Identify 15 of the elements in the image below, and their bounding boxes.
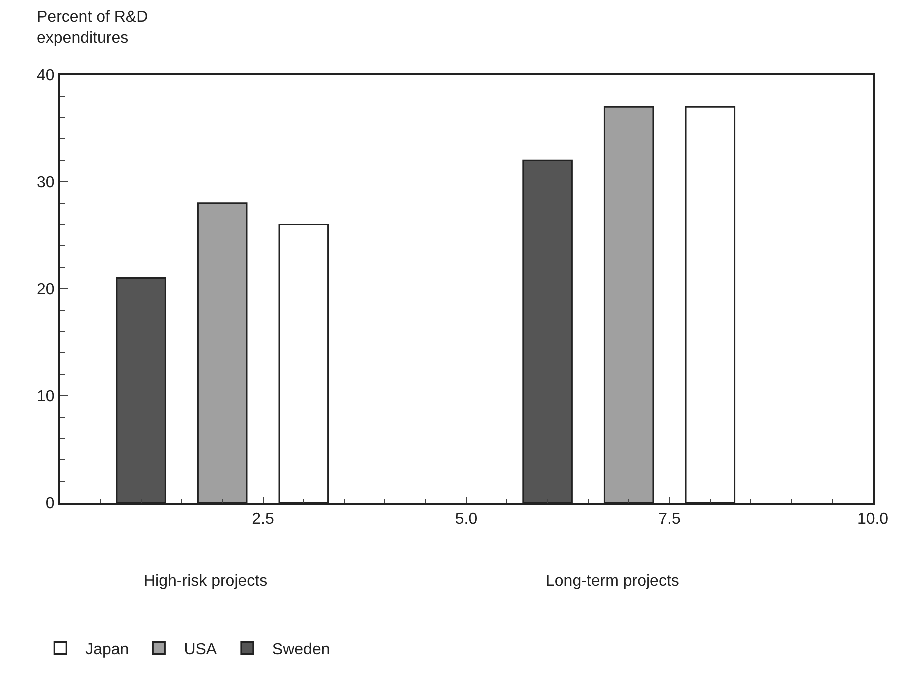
legend-label: Japan (86, 642, 130, 659)
x-tick-label: 5.0 (455, 511, 478, 528)
text: Long-term projects (546, 573, 680, 590)
y-tick-label: 30 (37, 174, 55, 192)
y-tick-label: 20 (37, 282, 55, 299)
legend-label: USA (184, 642, 218, 659)
y-tick-label: 0 (46, 496, 55, 513)
y-tick-label: 10 (37, 388, 55, 406)
x-tick-label: 10.0 (857, 511, 889, 528)
y-axis-title: Percent of R&D expenditures (37, 9, 148, 47)
x-tick-label: 7.5 (658, 511, 681, 528)
x-tick-label: 2.5 (252, 511, 274, 528)
legend-label: Sweden (272, 642, 330, 659)
y-tick-label: 40 (37, 68, 55, 85)
text: High-risk projects (144, 573, 268, 590)
